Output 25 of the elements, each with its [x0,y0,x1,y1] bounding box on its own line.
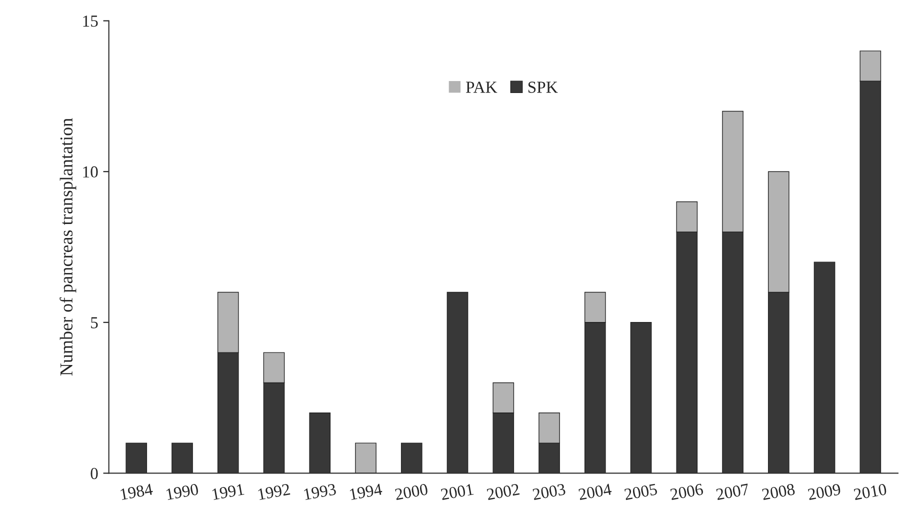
legend-label: SPK [528,82,558,93]
x-tick-label: 1994 [350,483,383,500]
y-tick-label: 5 [91,317,98,328]
x-tick-label: 1993 [304,484,336,500]
x-tick-label: 2006 [670,483,704,500]
x-tick-label: 1984 [120,483,154,500]
x-tick-label: 2008 [762,484,796,500]
legend-label: PAK [466,82,498,93]
bar [355,442,376,474]
x-tick-label: 2004 [578,483,612,500]
x-tick-label: 2001 [440,484,474,500]
y-tick-label: 10 [83,166,98,178]
x-tick-label: 2009 [808,484,841,500]
x-tick-label: 2003 [532,484,566,500]
x-tick-label: 2007 [716,483,750,500]
x-tick-label: 2002 [486,484,520,500]
y-tick-label: 0 [90,468,98,480]
x-tick-label: 1991 [212,484,244,500]
x-tick-label: 2010 [853,484,887,500]
x-tick-label: 1990 [166,484,199,500]
y-axis-title: Number of pancreas transplantation [60,118,76,376]
y-tick-label: 15 [83,16,98,27]
x-tick-label: 1992 [258,484,290,500]
x-tick-label: 2000 [394,484,428,500]
x-tick-label: 2005 [624,484,658,500]
